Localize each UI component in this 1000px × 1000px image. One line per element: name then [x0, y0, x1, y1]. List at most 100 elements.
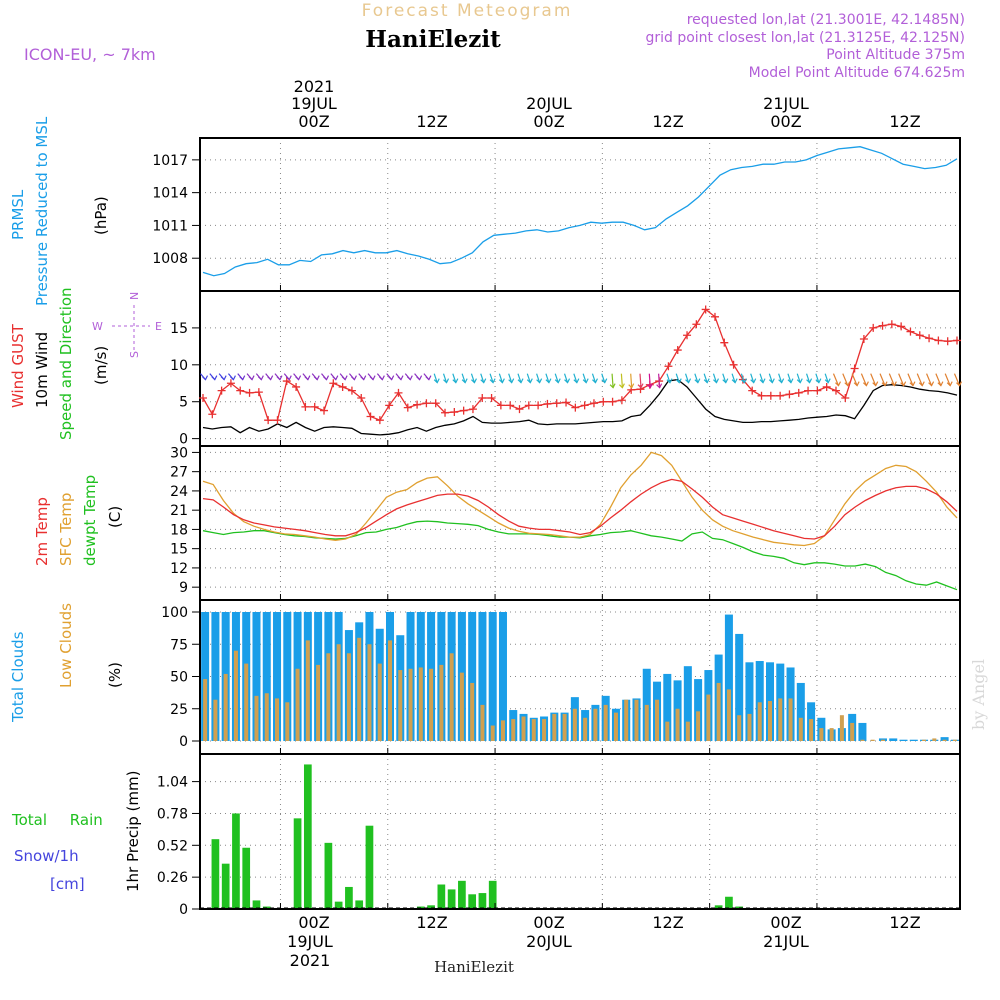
- low-cloud-bar: [819, 728, 824, 741]
- low-cloud-bar: [870, 739, 875, 741]
- pressure-label-2: Pressure Reduced to MSL: [33, 116, 51, 306]
- wind-direction-arrow: [470, 373, 476, 383]
- wind-direction-arrow: [675, 373, 680, 383]
- gust-marker: [329, 379, 338, 388]
- wind-direction-arrow: [851, 373, 858, 386]
- gust-marker: [785, 390, 794, 399]
- wind-arrow-head: [564, 378, 571, 384]
- wind-arrow-head: [202, 375, 209, 381]
- gust-marker: [347, 386, 356, 395]
- precip-ylabel: 1hr Precip (mm): [124, 771, 142, 892]
- gust-marker: [524, 401, 533, 410]
- gust-marker: [543, 399, 552, 408]
- wind-ytick-label: 0: [179, 432, 188, 448]
- wind-direction-arrow: [712, 373, 718, 383]
- gust-marker: [292, 382, 301, 391]
- gust-marker: [301, 402, 310, 411]
- gust-marker: [934, 336, 943, 345]
- wind-arrow-head: [323, 375, 330, 381]
- low-cloud-bar: [398, 670, 403, 741]
- 2m-temp-line: [202, 478, 958, 540]
- temp-ytick-label: 18: [170, 522, 188, 538]
- wind-direction-arrow: [916, 373, 923, 386]
- wind-direction-arrow: [498, 373, 503, 383]
- gust-marker: [199, 394, 207, 403]
- clouds-panel: 0 25 50 75 100: [161, 599, 961, 755]
- rain-bar: [232, 813, 240, 909]
- wind-direction-arrow: [759, 373, 764, 383]
- total-cloud-bar: [889, 738, 898, 741]
- total-cloud-bar: [663, 673, 672, 741]
- low-cloud-bar: [387, 640, 393, 741]
- total-cloud-bar: [468, 612, 477, 741]
- total-cloud-bar: [796, 682, 805, 741]
- wind-direction-arrow: [480, 373, 485, 383]
- wind-arrow-head: [517, 378, 524, 384]
- bottom-tick-5: 00Z: [770, 913, 801, 932]
- low-cloud-bar: [757, 702, 762, 741]
- rain-bar: [427, 905, 435, 909]
- gust-marker: [226, 379, 235, 388]
- rain-bar: [303, 764, 312, 909]
- low-cloud-bar: [778, 698, 783, 741]
- gust-marker: [804, 386, 813, 395]
- low-cloud-bar: [932, 738, 937, 741]
- wind-direction-arrow: [573, 373, 578, 383]
- gust-marker: [459, 406, 468, 415]
- wind-direction-arrow: [722, 373, 727, 383]
- temp-label-dewpt: dewpt Temp: [81, 475, 99, 566]
- precip-ytick-label: 1.04: [157, 775, 188, 791]
- wind-arrow-head: [498, 378, 505, 384]
- low-cloud-bar: [706, 694, 711, 741]
- wind-arrow-head: [425, 375, 432, 381]
- total-cloud-bar: [498, 612, 507, 741]
- wind-arrow-head: [388, 375, 395, 381]
- wind-arrow-head: [872, 381, 879, 387]
- gust-marker: [906, 327, 915, 336]
- top-tick-2: 12Z: [416, 112, 447, 131]
- compass-w: W: [92, 320, 103, 333]
- wind-direction-arrow: [860, 373, 867, 386]
- wind-arrow-head: [230, 375, 236, 381]
- total-cloud-bar: [745, 662, 754, 741]
- wind-direction-arrow: [935, 373, 942, 386]
- wind-direction-arrow: [953, 373, 961, 386]
- gust-marker: [431, 399, 440, 408]
- wind-direction-arrow: [778, 373, 783, 383]
- gust-marker: [869, 323, 878, 332]
- gust-marker: [710, 312, 719, 321]
- gust-marker: [599, 397, 608, 406]
- rain-bar: [468, 894, 477, 909]
- low-cloud-bar: [490, 725, 495, 741]
- gust-marker: [729, 360, 738, 369]
- gust-marker: [506, 401, 515, 410]
- wind-direction-arrow: [536, 373, 541, 383]
- wind-direction-arrow: [639, 373, 642, 388]
- pressure-panel: 1008 1011 1014 1017: [152, 137, 961, 292]
- rain-bar: [478, 893, 487, 909]
- low-cloud-bar: [223, 673, 228, 741]
- wind-arrow-head: [452, 378, 459, 384]
- pressure-line: [202, 146, 958, 277]
- total-cloud-bar: [252, 612, 261, 741]
- wind-direction-arrow: [750, 373, 755, 383]
- gust-marker: [692, 320, 701, 329]
- clouds-ytick-label: 25: [170, 702, 188, 718]
- wind-direction-arrow: [796, 373, 801, 383]
- low-cloud-bar: [593, 708, 598, 741]
- low-cloud-bar: [542, 719, 547, 741]
- wind-arrow-head: [406, 375, 413, 381]
- low-cloud-bar: [254, 695, 259, 741]
- low-cloud-bar: [716, 682, 721, 741]
- wind-arrow-head: [609, 383, 616, 389]
- wind-direction-arrow: [703, 373, 708, 383]
- wind-arrow-head: [844, 381, 851, 387]
- temp-label-sfc: SFC Temp: [57, 493, 75, 566]
- rain-bar: [437, 884, 446, 909]
- low-cloud-bar: [839, 715, 844, 741]
- low-cloud-bar: [285, 702, 290, 741]
- low-cloud-bar: [470, 682, 475, 741]
- rain-bar: [242, 847, 251, 909]
- gust-marker: [878, 321, 887, 330]
